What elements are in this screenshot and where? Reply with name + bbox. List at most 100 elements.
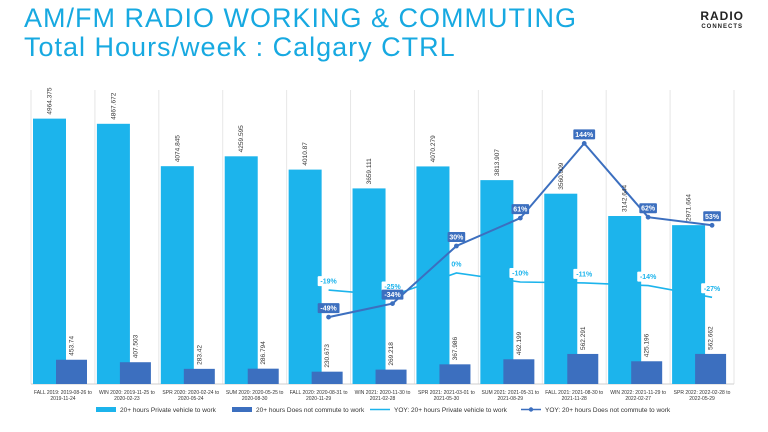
- bar-does-not-commute: [695, 353, 727, 384]
- bar-value-label-does-not-commute: 269.218: [388, 342, 395, 366]
- bar-does-not-commute: [439, 364, 471, 384]
- x-tick-label: FALL 2020: 2020-08-31 to 2020-11-29: [290, 390, 348, 402]
- bar-value-label-private-vehicle: 4867.672: [110, 92, 117, 119]
- x-tick-label-line: FALL 2019: 2019-08-26 to: [34, 390, 92, 396]
- yoy-does-not-commute-label-box: [511, 204, 530, 215]
- yoy-does-not-commute-point: [454, 243, 459, 249]
- x-tick-label-line: 2020-05-24: [178, 396, 204, 402]
- yoy-private-vehicle-label-box: [637, 271, 660, 282]
- bar-does-not-commute: [247, 368, 279, 384]
- yoy-does-not-commute-point: [709, 222, 715, 228]
- yoy-does-not-commute-label-box: [381, 289, 404, 300]
- legend-swatch: [96, 407, 116, 412]
- yoy-does-not-commute-point: [390, 301, 395, 306]
- bar-value-label-private-vehicle: 4964.375: [47, 87, 54, 114]
- bar-value-label-does-not-commute: 367.986: [452, 336, 459, 360]
- x-tick-label-line: 2020-11-29: [306, 396, 331, 402]
- yoy-private-vehicle-label-box: [701, 283, 723, 294]
- x-tick-label: SPR 2020: 2020-02-24 to 2020-05-24: [162, 390, 219, 402]
- bar-does-not-commute: [119, 362, 151, 384]
- yoy-does-not-commute-label-box: [447, 232, 466, 242]
- x-tick-label-line: 2021-08-29: [498, 396, 524, 402]
- chart-title-line2: Total Hours/week : Calgary CTRL: [24, 32, 456, 62]
- x-tick-label-line: FALL 2020: 2020-08-31 to: [290, 390, 348, 396]
- bar-private-vehicle: [608, 216, 642, 384]
- yoy-private-vehicle-label: -19%: [320, 279, 337, 286]
- yoy-private-vehicle-label: -14%: [640, 274, 657, 281]
- x-tick-label: FALL 2021: 2021-08-30 to 2021-11-28: [545, 390, 603, 402]
- bar-private-vehicle: [480, 180, 514, 384]
- bar-value-label-does-not-commute: 462.199: [516, 331, 523, 355]
- bar-does-not-commute: [503, 359, 535, 384]
- x-tick-label-line: SPR 2022: 2022-02-28 to: [674, 390, 731, 396]
- yoy-does-not-commute-label: 61%: [513, 207, 528, 214]
- bar-private-vehicle: [96, 123, 130, 384]
- bar-value-label-does-not-commute: 453.74: [69, 335, 76, 355]
- x-tick-label: FALL 2019: 2019-08-26 to 2019-11-24: [34, 390, 92, 402]
- bar-value-label-does-not-commute: 407.503: [132, 334, 139, 358]
- yoy-private-vehicle-label: -25%: [384, 284, 401, 291]
- x-tick-label: SPR 2021: 2021-03-01 to 2021-05-30: [418, 390, 475, 402]
- legend-swatch-marker: [528, 407, 534, 412]
- yoy-private-vehicle-label-box: [509, 268, 532, 278]
- yoy-does-not-commute-label: -34%: [384, 292, 401, 299]
- x-tick-label-line: 2021-05-30: [434, 396, 460, 402]
- yoy-does-not-commute-label: -49%: [320, 306, 337, 313]
- x-tick-label: SUM 2021: 2021-05-31 to 2021-08-29: [482, 390, 540, 402]
- bar-value-label-private-vehicle: 2971.664: [686, 194, 693, 221]
- legend: 20+ hours Private vehicle to work 20+ hou…: [96, 407, 671, 414]
- bar-value-label-does-not-commute: 425.196: [644, 333, 651, 357]
- yoy-does-not-commute-label: 62%: [641, 206, 656, 213]
- radio-connects-logo: RADIO CONNECTS: [700, 10, 744, 30]
- x-tick-label-line: 2019-11-24: [50, 396, 75, 402]
- bar-does-not-commute: [375, 369, 407, 384]
- x-tick-label: SUM 2020: 2020-05-25 to 2020-08-30: [226, 390, 284, 402]
- x-tick-label-line: SUM 2021: 2021-05-31 to: [482, 390, 540, 396]
- x-tick-label-line: SUM 2020: 2020-05-25 to: [226, 390, 284, 396]
- x-tick-label-line: 2022-02-27: [625, 396, 651, 402]
- bar-value-label-private-vehicle: 4074.845: [174, 135, 181, 162]
- legend-swatch: [232, 407, 252, 412]
- legend-label: 20+ hours Does not commute to work: [256, 407, 365, 414]
- yoy-does-not-commute-label: 144%: [575, 132, 594, 139]
- bar-value-label-private-vehicle: 4259.595: [238, 125, 245, 152]
- bar-does-not-commute: [311, 371, 343, 384]
- bar-private-vehicle: [416, 166, 450, 384]
- bar-value-label-does-not-commute: 286.794: [260, 341, 267, 365]
- x-tick-label-line: 2021-02-28: [370, 396, 396, 402]
- bar-private-vehicle: [224, 156, 258, 384]
- bar-value-label-does-not-commute: 230.673: [324, 344, 331, 368]
- yoy-does-not-commute-label: 53%: [705, 214, 720, 221]
- yoy-does-not-commute-label-box: [317, 303, 340, 314]
- bar-does-not-commute: [567, 353, 599, 384]
- legend-label: YOY: 20+ hours Private vehicle to work: [394, 407, 508, 414]
- bar-value-label-private-vehicle: 3560.009: [558, 162, 565, 189]
- logo-line2: CONNECTS: [701, 24, 743, 30]
- yoy-private-vehicle-label: 0%: [451, 262, 462, 269]
- legend-label: 20+ hours Private vehicle to work: [120, 407, 217, 414]
- bar-does-not-commute: [631, 361, 663, 384]
- x-tick-label-line: WIN 2022: 2021-11-29 to: [610, 390, 666, 396]
- bar-value-label-does-not-commute: 562.291: [580, 326, 587, 350]
- x-tick-label-line: SPR 2020: 2020-02-24 to: [162, 390, 219, 396]
- bar-value-label-does-not-commute: 283.42: [196, 345, 203, 365]
- yoy-does-not-commute-label-box: [639, 203, 657, 214]
- bar-value-label-private-vehicle: 3142.644: [622, 185, 629, 212]
- yoy-does-not-commute-label-box: [573, 129, 596, 140]
- bar-value-label-private-vehicle: 4070.279: [430, 135, 437, 162]
- bar-value-label-does-not-commute: 562.662: [708, 326, 715, 350]
- yoy-does-not-commute-label: 30%: [449, 235, 464, 242]
- yoy-private-vehicle-label: -10%: [512, 271, 529, 278]
- yoy-does-not-commute-point: [326, 314, 331, 320]
- x-tick-label-line: 2020-02-23: [114, 396, 140, 402]
- yoy-does-not-commute-point: [517, 215, 523, 221]
- x-tick-label-line: WIN 2021: 2020-11-30 to: [355, 390, 411, 396]
- bar-value-label-private-vehicle: 4010.87: [302, 142, 309, 166]
- bar-private-vehicle: [544, 193, 578, 384]
- x-tick-label: WIN 2021: 2020-11-30 to 2021-02-28: [355, 390, 411, 402]
- x-tick-label: WIN 2022: 2021-11-29 to 2022-02-27: [610, 390, 666, 402]
- bar-does-not-commute: [56, 359, 87, 384]
- yoy-private-vehicle-label-box: [573, 268, 596, 279]
- x-tick-label-line: 2020-08-30: [242, 396, 268, 402]
